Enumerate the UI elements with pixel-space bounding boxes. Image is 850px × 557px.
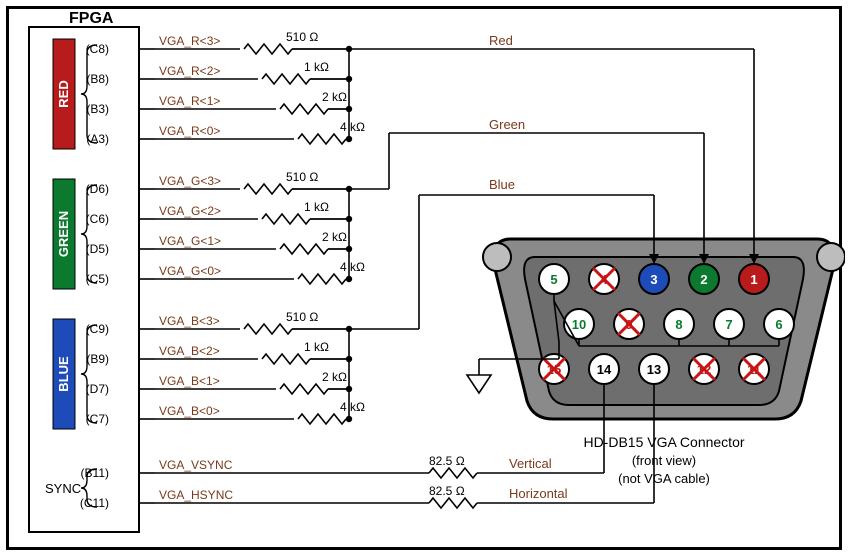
res-red-3: 4 kΩ [340,120,365,134]
pin-blue-3: (C7) [86,412,109,426]
route-blue: Blue [489,177,515,192]
signal-green-1: VGA_G<2> [159,204,221,218]
connector-note: (not VGA cable) [618,471,710,486]
db15-pin-num-6: 6 [775,317,782,332]
sync-route-1: Horizontal [509,486,568,501]
res-blue-0: 510 Ω [286,310,318,324]
fpga-box [29,27,139,532]
db15-pin-num-14: 14 [597,362,612,377]
signal-green-2: VGA_G<1> [159,234,221,248]
res-red-0: 510 Ω [286,30,318,44]
db15-pin-num-1: 1 [750,272,757,287]
sync-pin-0: (B11) [81,466,109,480]
db15-pin-num-2: 2 [700,272,707,287]
pin-green-0: (D6) [86,182,109,196]
res-green-3: 4 kΩ [340,260,365,274]
sync-pin-1: (C11) [80,496,109,510]
signal-blue-0: VGA_B<3> [159,314,220,328]
db15-pin-num-8: 8 [675,317,682,332]
db15-pin-num-3: 3 [650,272,657,287]
ground-icon [467,375,491,393]
signal-green-3: VGA_G<0> [159,264,221,278]
group-label-text-green: GREEN [56,211,71,257]
signal-blue-1: VGA_B<2> [159,344,220,358]
pin-red-2: (B3) [86,102,109,116]
pin-red-0: (C8) [86,42,109,56]
res-blue-2: 2 kΩ [322,370,347,384]
pin-green-1: (C6) [86,212,109,226]
sync-signal-1: VGA_HSYNC [159,488,233,502]
res-blue-1: 1 kΩ [304,340,329,354]
sync-route-0: Vertical [509,456,552,471]
db15-pin-num-13: 13 [647,362,661,377]
res-red-2: 2 kΩ [322,90,347,104]
connector-title: HD-DB15 VGA Connector [583,434,744,450]
signal-red-2: VGA_R<1> [159,94,220,108]
res-green-1: 1 kΩ [304,200,329,214]
screw-left [483,243,511,271]
pin-green-3: (C5) [86,272,109,286]
group-label-text-red: RED [56,80,71,107]
res-red-1: 1 kΩ [304,60,329,74]
sync-signal-0: VGA_VSYNC [159,458,233,472]
route-green: Green [489,117,525,132]
schematic-svg: FPGA RED (C8) VGA_R<3> 510 Ω (B8) VGA_R<2> 1 kΩ… [9,9,845,553]
sync-res-1: 82.5 Ω [429,484,465,498]
signal-blue-2: VGA_B<1> [159,374,220,388]
signal-red-0: VGA_R<3> [159,34,220,48]
connector-subtitle: (front view) [632,453,696,468]
group-label-text-blue: BLUE [56,356,71,392]
db15-pin-num-5: 5 [550,272,557,287]
pin-blue-2: (D7) [86,382,109,396]
signal-blue-3: VGA_B<0> [159,404,220,418]
screw-right [817,243,845,271]
route-red: Red [489,33,513,48]
signal-green-0: VGA_G<3> [159,174,221,188]
sync-label: SYNC [45,481,81,496]
res-blue-3: 4 kΩ [340,400,365,414]
diagram-frame: FPGA RED (C8) VGA_R<3> 510 Ω (B8) VGA_R<2> 1 kΩ… [6,6,842,550]
pin-red-3: (A3) [86,132,109,146]
db15-pin-num-7: 7 [725,317,732,332]
pin-blue-0: (C9) [86,322,109,336]
fpga-label: FPGA [69,10,114,27]
pin-green-2: (D5) [86,242,109,256]
signal-red-3: VGA_R<0> [159,124,220,138]
pin-blue-1: (B9) [86,352,109,366]
pin-red-1: (B8) [86,72,109,86]
db15-pin-num-10: 10 [572,317,586,332]
signal-red-1: VGA_R<2> [159,64,220,78]
res-green-0: 510 Ω [286,170,318,184]
sync-res-0: 82.5 Ω [429,454,465,468]
res-green-2: 2 kΩ [322,230,347,244]
